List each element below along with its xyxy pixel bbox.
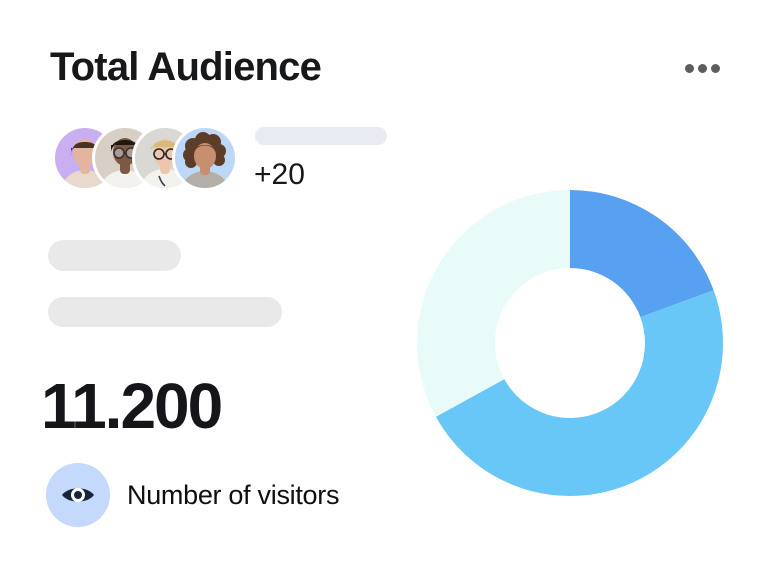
visitors-stat-label: Number of visitors (127, 479, 340, 510)
avatar[interactable] (172, 125, 238, 191)
ellipsis-horizontal-icon (710, 63, 720, 73)
donut-segment-mint[interactable] (417, 190, 570, 417)
donut-chart-svg (417, 190, 724, 496)
eye-icon-badge (46, 463, 110, 527)
avatar-group (52, 125, 238, 191)
donut-segment-medium-blue[interactable] (570, 190, 714, 318)
ellipsis-horizontal-icon (697, 63, 707, 73)
skeleton-bar-long (48, 297, 282, 327)
eye-icon (62, 488, 94, 502)
ellipsis-horizontal-icon (684, 63, 694, 73)
stethoscope-icon (158, 175, 166, 187)
visitors-stat-value: 11.200 (41, 370, 223, 442)
donut-segment-sky-blue[interactable] (435, 290, 724, 496)
card-options-button[interactable] (676, 52, 728, 84)
avatar-overflow-count: +20 (254, 158, 305, 191)
skeleton-bar-top (255, 127, 387, 145)
donut-chart (410, 183, 730, 503)
visitors-legend-row: Number of visitors (46, 463, 339, 527)
page-title: Total Audience (50, 45, 322, 89)
avatar-illustration-woman-curly (175, 128, 235, 188)
skeleton-bar-short (48, 240, 181, 271)
